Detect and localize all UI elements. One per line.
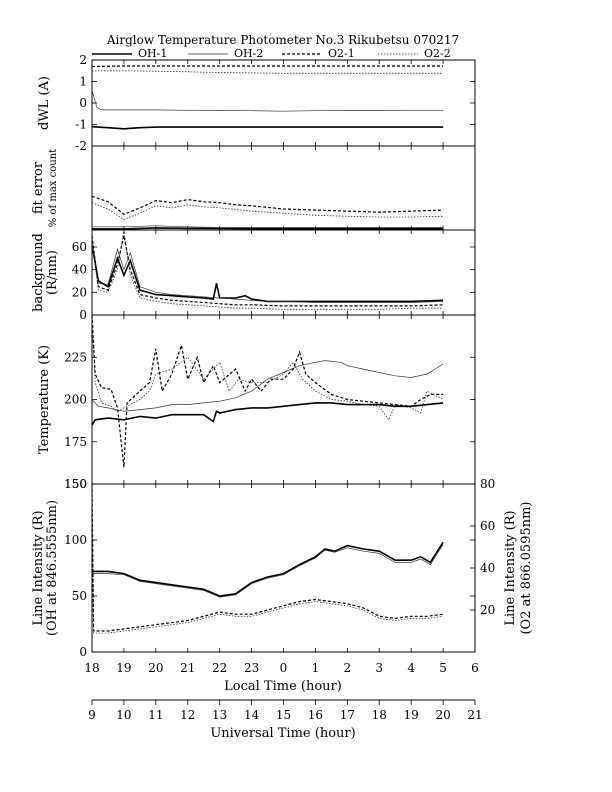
y2-tick-label-int: 40 (480, 561, 495, 575)
y-tick-label-bg: 60 (72, 240, 87, 254)
legend-label-oh-2: OH-2 (234, 47, 263, 60)
series-line-int-o2-1 (92, 484, 444, 632)
y-tick-label-dwl: -1 (75, 118, 87, 132)
x-tick-label-local: 3 (375, 661, 383, 675)
y-tick-label-dwl: 2 (79, 53, 87, 67)
x-tick-label-universal: 10 (116, 708, 131, 722)
series-line-temp-o2-1 (92, 315, 444, 468)
series-line-int-oh-2 (92, 544, 444, 598)
x-tick-label-universal: 12 (180, 708, 195, 722)
x-tick-label-universal: 15 (276, 708, 291, 722)
y-tick-label-bg: 40 (72, 263, 87, 277)
x-tick-label-local: 22 (212, 661, 227, 675)
y-axis-label-bg: (R/nm) (45, 250, 60, 295)
series-line-bg-o2-1 (92, 235, 444, 307)
series-line-bg-oh-1 (92, 244, 444, 303)
y-tick-label-int: 0 (79, 645, 87, 659)
legend-label-oh-1: OH-1 (138, 47, 167, 60)
x-tick-label-local: 20 (148, 661, 163, 675)
series-line-dwl-o2-1 (92, 65, 444, 68)
y-axis-label-fit: % of max count (48, 149, 59, 227)
x-tick-label-local: 18 (84, 661, 99, 675)
x-tick-label-universal: 9 (88, 708, 96, 722)
y-axis-label-int: (OH at 846.5555nm) (45, 500, 60, 636)
x-tick-label-local: 23 (244, 661, 259, 675)
panel-frame-int (91, 483, 476, 653)
series-line-fit-oh-2 (92, 225, 444, 228)
x-axis-label-local: Local Time (hour) (224, 679, 342, 694)
series-line-bg-o2-2 (92, 230, 444, 310)
series-line-temp-oh-1 (92, 402, 444, 426)
x-tick-label-universal: 16 (308, 708, 323, 722)
x-tick-label-universal: 21 (467, 708, 482, 722)
panel-frame-dwl (91, 59, 476, 147)
x-tick-label-local: 4 (407, 661, 415, 675)
series-line-int-o2-2 (92, 488, 444, 634)
y-axis-label-int: Line Intensity (R) (31, 510, 46, 625)
x-tick-label-local: 0 (280, 661, 288, 675)
y-tick-label-bg: 20 (72, 285, 87, 299)
x-tick-label-universal: 18 (372, 708, 387, 722)
x-tick-label-local: 2 (344, 661, 352, 675)
series-line-dwl-o2-2 (92, 70, 444, 74)
x-tick-label-universal: 13 (212, 708, 227, 722)
x-tick-label-local: 1 (312, 661, 320, 675)
series-line-int-oh-1 (92, 541, 444, 597)
y-tick-label-temp: 150 (64, 477, 87, 491)
y-tick-label-dwl: -2 (75, 139, 87, 153)
series-line-dwl-oh-2 (92, 90, 444, 112)
x-tick-label-universal: 17 (340, 708, 355, 722)
y-tick-label-int: 100 (64, 533, 87, 547)
x-tick-label-universal: 20 (435, 708, 450, 722)
y-axis-label-dwl: dWL (A) (37, 76, 52, 130)
x-tick-label-local: 5 (439, 661, 447, 675)
y2-tick-label-int: 20 (480, 603, 495, 617)
y-tick-label-int: 150 (64, 477, 87, 491)
x-axis-label-universal: Universal Time (hour) (210, 726, 355, 741)
y2-axis-label-int: Line Intensity (R) (503, 510, 518, 625)
chart-title: Airglow Temperature Photometer No.3 Riku… (106, 33, 459, 47)
y2-axis-label-int: (O2 at 866.0595nm) (519, 501, 534, 634)
y-tick-label-temp: 200 (64, 393, 87, 407)
y-tick-label-temp: 225 (64, 350, 87, 364)
y2-tick-label-int: 80 (480, 477, 495, 491)
legend-label-o2-1: O2-1 (328, 47, 355, 60)
series-line-fit-o2-2 (92, 202, 444, 220)
series-line-dwl-oh-1 (92, 125, 444, 130)
y-tick-label-dwl: 1 (79, 75, 87, 89)
x-tick-label-universal: 11 (148, 708, 163, 722)
series-line-temp-o2-2 (92, 323, 444, 421)
y-tick-label-bg: 0 (79, 308, 87, 322)
y-axis-label-bg: background (31, 233, 46, 312)
y-tick-label-int: 50 (72, 589, 87, 603)
series-line-temp-oh-2 (92, 360, 444, 412)
y-axis-label-temp: Temperature (K) (37, 345, 52, 454)
panel-frame-temp (91, 314, 476, 485)
x-tick-label-local: 6 (471, 661, 479, 675)
series-line-bg-oh-2 (92, 246, 444, 303)
series-line-fit-oh-1 (92, 227, 444, 230)
panel-frame-fit (91, 145, 476, 231)
x-tick-label-universal: 19 (404, 708, 419, 722)
y-tick-label-dwl: 0 (79, 96, 87, 110)
series-line-fit-o2-1 (92, 195, 444, 215)
y-tick-label-temp: 175 (64, 435, 87, 449)
x-tick-label-local: 21 (180, 661, 195, 675)
legend-label-o2-2: O2-2 (424, 47, 451, 60)
y-axis-label-fit: fit error (31, 161, 46, 214)
x-tick-label-universal: 14 (244, 708, 260, 722)
x-tick-label-local: 19 (116, 661, 131, 675)
y2-tick-label-int: 60 (480, 519, 495, 533)
